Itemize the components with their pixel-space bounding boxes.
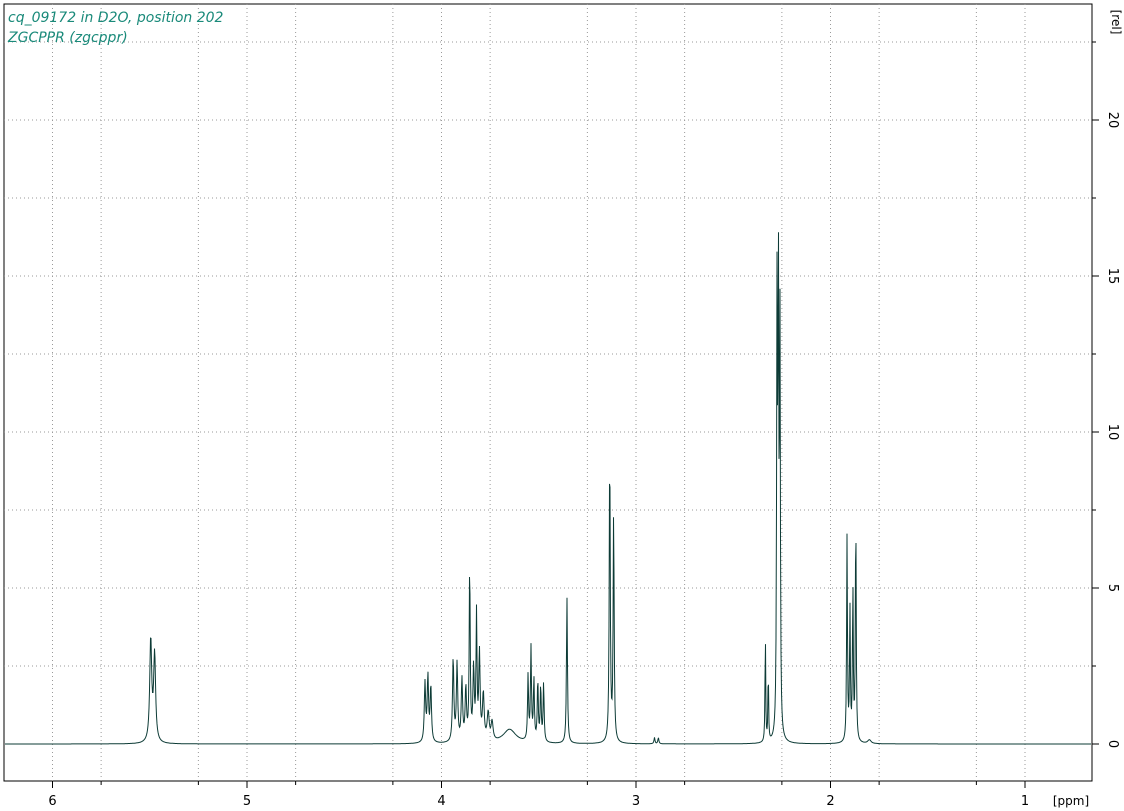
y-tick-label: 20 — [1105, 112, 1120, 129]
grid — [4, 4, 1092, 781]
spectrum-line — [5, 232, 1091, 745]
x-axis: 6 5 4 3 2 1 — [48, 781, 1029, 809]
title-line-1: cq_09172 in D2O, position 202 — [8, 10, 224, 26]
x-tick-label: 1 — [1021, 794, 1029, 809]
x-tick-label: 5 — [243, 794, 251, 809]
y-tick-label: 15 — [1105, 268, 1120, 285]
x-axis-unit-label: [ppm] — [1053, 794, 1089, 808]
y-tick-label: 10 — [1105, 424, 1120, 441]
y-axis: 0 5 10 15 20 — [1092, 41, 1120, 748]
y-tick-label: 0 — [1105, 740, 1120, 748]
x-tick-label: 4 — [437, 794, 445, 809]
y-axis-unit-label: [rel] — [1109, 10, 1123, 35]
x-tick-label: 2 — [826, 794, 834, 809]
plot-frame — [3, 3, 1093, 782]
title-line-2: ZGCPPR (zgcppr) — [7, 30, 128, 46]
x-tick-label: 6 — [48, 794, 56, 809]
x-tick-label: 3 — [632, 794, 640, 809]
y-tick-label: 5 — [1105, 584, 1120, 592]
